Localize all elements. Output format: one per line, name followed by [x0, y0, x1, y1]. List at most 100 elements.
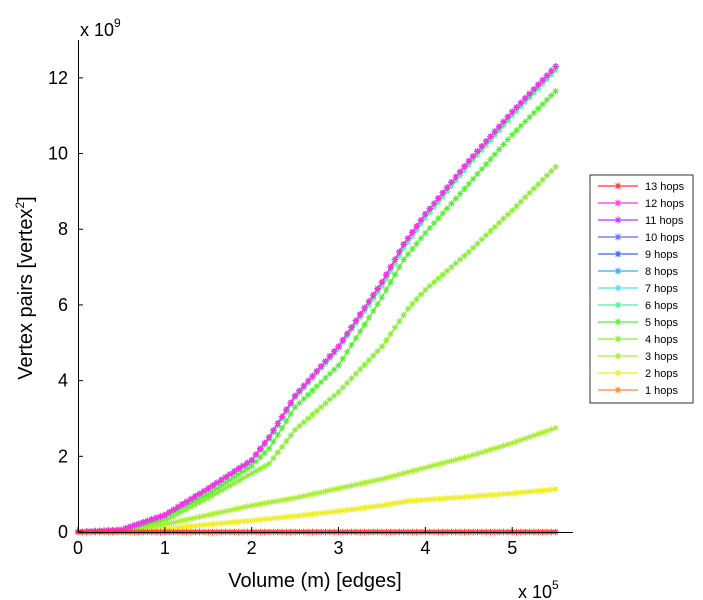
data-point: [344, 506, 351, 514]
data-point: [135, 520, 142, 528]
data-point: [452, 456, 459, 463]
legend-marker: [614, 199, 622, 207]
data-point: [348, 482, 355, 489]
data-point: [530, 86, 538, 93]
data-point: [352, 370, 360, 378]
legend-marker: [614, 386, 622, 394]
data-point: [370, 307, 377, 315]
data-point: [304, 391, 312, 398]
data-point: [478, 143, 486, 150]
data-point: [244, 517, 251, 525]
data-point: [495, 123, 503, 130]
data-point: [300, 382, 307, 390]
legend-marker: [614, 233, 622, 241]
data-point: [326, 353, 334, 360]
data-point: [548, 92, 555, 99]
series-3-hops: [74, 424, 559, 536]
data-point: [396, 471, 403, 478]
data-point: [330, 366, 338, 373]
y-tick-label: 6: [58, 295, 68, 315]
data-point: [187, 495, 195, 503]
data-point: [218, 482, 225, 489]
data-point: [257, 454, 264, 461]
y-tick-label: 10: [48, 144, 68, 164]
data-point: [161, 511, 169, 519]
legend-label: 5 hops: [645, 317, 679, 329]
plot-area: [78, 40, 573, 532]
data-point: [548, 67, 555, 75]
data-point: [495, 219, 503, 226]
data-point: [252, 516, 260, 524]
data-point: [283, 437, 290, 445]
data-point: [252, 451, 260, 458]
data-point: [313, 407, 321, 415]
data-point: [170, 506, 177, 513]
data-point: [422, 229, 429, 237]
x-tick-label: 4: [420, 538, 430, 558]
data-point: [535, 81, 542, 88]
data-point: [287, 410, 294, 418]
legend-label: 6 hops: [645, 300, 679, 312]
data-point: [270, 455, 277, 462]
data-point: [491, 223, 499, 231]
data-point: [548, 486, 555, 493]
legend-label: 10 hops: [645, 232, 685, 244]
legend-label: 8 hops: [645, 266, 679, 278]
data-point: [165, 509, 173, 516]
data-point: [352, 481, 360, 488]
data-point: [461, 454, 468, 461]
data-point: [174, 503, 182, 511]
legend-item: 5 hops: [598, 317, 679, 329]
data-point: [456, 256, 464, 263]
data-point: [504, 211, 512, 218]
data-point: [539, 76, 546, 84]
data-point: [179, 517, 186, 524]
data-point: [265, 434, 273, 441]
legend-marker: [614, 318, 622, 326]
data-point: [552, 163, 559, 170]
data-point: [478, 492, 486, 499]
data-point: [487, 227, 494, 235]
data-point: [257, 500, 264, 508]
data-point: [461, 163, 468, 170]
data-point: [330, 392, 338, 399]
data-point: [200, 487, 208, 495]
data-point: [374, 502, 381, 510]
data-point: [422, 286, 429, 293]
data-point: [374, 285, 381, 292]
data-point: [179, 501, 186, 508]
data-point: [452, 195, 459, 202]
y-tick-label: 0: [58, 522, 68, 542]
data-point: [205, 521, 212, 528]
data-point: [209, 482, 216, 489]
data-point: [461, 185, 468, 192]
data-point: [387, 500, 394, 508]
data-point: [465, 157, 472, 165]
data-point: [517, 99, 525, 107]
data-point: [383, 474, 390, 482]
data-point: [248, 456, 255, 464]
data-point: [491, 445, 499, 452]
data-point: [478, 236, 486, 243]
data-point: [396, 318, 403, 325]
data-point: [205, 485, 212, 492]
data-point: [504, 136, 512, 143]
data-point: [365, 478, 373, 486]
data-point: [296, 399, 303, 407]
data-point: [322, 374, 329, 382]
data-point: [487, 446, 494, 453]
data-point: [391, 324, 399, 331]
data-point: [278, 497, 286, 504]
data-point: [443, 184, 451, 191]
legend-marker: [614, 284, 622, 292]
data-point: [300, 395, 307, 402]
data-point: [522, 95, 529, 102]
data-point: [469, 244, 477, 251]
legend-label: 2 hops: [645, 368, 679, 380]
data-point: [543, 172, 551, 179]
data-point: [309, 387, 316, 394]
data-point: [261, 449, 268, 457]
data-point: [274, 449, 281, 456]
data-point: [509, 207, 516, 214]
